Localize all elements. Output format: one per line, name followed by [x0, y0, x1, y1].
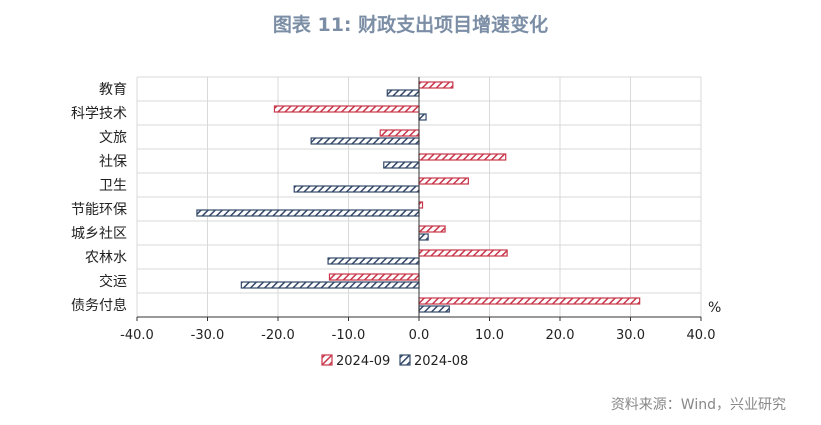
bar-2024-08-城乡社区 — [418, 233, 429, 241]
x-tick-label: 30.0 — [616, 328, 645, 343]
bar-2024-09-文旅 — [379, 129, 420, 137]
bar-2024-08-节能环保 — [196, 209, 420, 217]
bar-2024-09-科学技术 — [273, 105, 420, 113]
bar-2024-08-交运 — [240, 281, 420, 289]
x-tick-label: 0.0 — [409, 328, 430, 343]
bar-2024-09-城乡社区 — [418, 225, 446, 233]
bar-2024-09-债务付息 — [418, 297, 641, 305]
source-note: 资料来源：Wind，兴业研究 — [610, 397, 786, 413]
unit-label: % — [708, 300, 721, 316]
x-tick-label: 40.0 — [687, 328, 716, 343]
category-label: 科学技术 — [71, 106, 127, 122]
category-label: 交运 — [99, 273, 127, 290]
legend-label: 2024-09 — [336, 354, 390, 369]
x-tick-label: -10.0 — [332, 328, 366, 343]
bar-2024-08-文旅 — [310, 137, 420, 145]
category-label: 节能环保 — [71, 202, 127, 218]
category-label: 城乡社区 — [71, 226, 127, 242]
bar-2024-08-社保 — [383, 161, 420, 169]
category-label: 教育 — [99, 82, 127, 98]
category-label: 农林水 — [85, 250, 127, 266]
category-label: 社保 — [99, 154, 127, 170]
legend-swatch-2024-08 — [399, 354, 411, 366]
x-tick-label: -40.0 — [120, 328, 154, 343]
bar-2024-08-农林水 — [327, 257, 420, 265]
x-tick-label: -30.0 — [191, 328, 225, 343]
chart-title: 图表 11: 财政支出项目增速变化 — [272, 14, 549, 36]
bar-2024-08-教育 — [386, 89, 420, 97]
x-tick-label: -20.0 — [261, 328, 295, 343]
legend-swatch-2024-09 — [321, 354, 333, 366]
bar-2024-08-债务付息 — [418, 305, 450, 313]
x-tick-label: 20.0 — [546, 328, 575, 343]
bar-2024-09-农林水 — [418, 249, 508, 257]
x-tick-label: 10.0 — [475, 328, 504, 343]
category-label: 卫生 — [99, 178, 127, 194]
bar-2024-09-卫生 — [418, 177, 469, 185]
category-label: 文旅 — [99, 130, 127, 146]
bar-2024-08-科学技术 — [418, 113, 427, 121]
bar-2024-08-卫生 — [293, 185, 420, 193]
bar-2024-09-社保 — [418, 153, 507, 161]
bar-2024-09-交运 — [328, 273, 420, 281]
bar-2024-09-教育 — [418, 81, 454, 89]
bar-2024-09-节能环保 — [418, 201, 424, 209]
legend-label: 2024-08 — [414, 354, 468, 369]
category-label: 债务付息 — [71, 297, 127, 314]
